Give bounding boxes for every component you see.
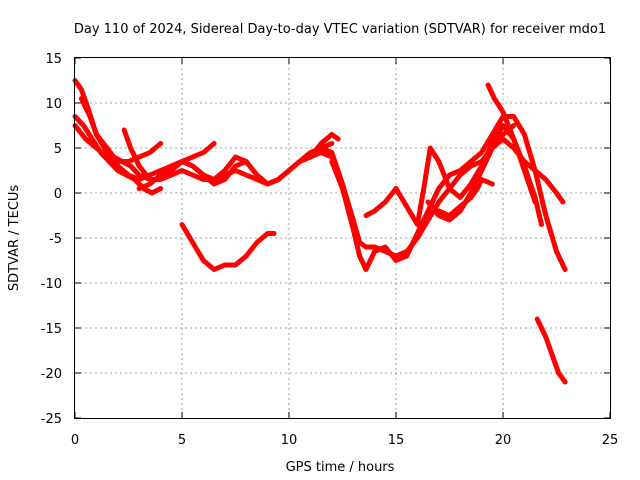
series-line-sat-f [136, 132, 341, 191]
series-line-sat-m [485, 82, 544, 227]
grid [75, 58, 610, 418]
series-line-sat-n [534, 316, 568, 385]
chart-title: Day 110 of 2024, Sidereal Day-to-day VTE… [74, 22, 606, 37]
series-line-sat-l [436, 177, 495, 218]
x-tick-label: 0 [71, 433, 79, 448]
y-tick-label: 15 [45, 52, 62, 67]
x-tick-label: 20 [495, 433, 512, 448]
data-series [72, 78, 568, 385]
x-tick-label: 5 [178, 433, 186, 448]
y-tick-label: -25 [41, 412, 62, 427]
series-line-sat-j [363, 123, 538, 227]
y-axis-label: SDTVAR / TECUs [7, 185, 22, 292]
x-tick-label: 10 [281, 433, 298, 448]
x-axis-label: GPS time / hours [286, 460, 395, 475]
y-tick-label: 10 [45, 97, 62, 112]
y-tick-label: 5 [54, 142, 62, 157]
y-tick-label: -5 [49, 232, 62, 247]
x-tick-label: 15 [388, 433, 405, 448]
series-line-sat-b [72, 114, 164, 196]
x-tick-labels: 0 5 10 15 20 25 [71, 433, 618, 448]
plot-frame [74, 57, 611, 419]
y-tick-labels: -25 -20 -15 -10 -5 0 5 10 15 [41, 52, 62, 427]
x-tick-label: 25 [602, 433, 619, 448]
series-line-sat-g [179, 222, 277, 272]
y-tick-label: 0 [54, 187, 62, 202]
y-tick-label: -15 [41, 322, 62, 337]
y-tick-label: -20 [41, 367, 62, 382]
series-line-sat-k [425, 136, 566, 223]
y-tick-label: -10 [41, 277, 62, 292]
